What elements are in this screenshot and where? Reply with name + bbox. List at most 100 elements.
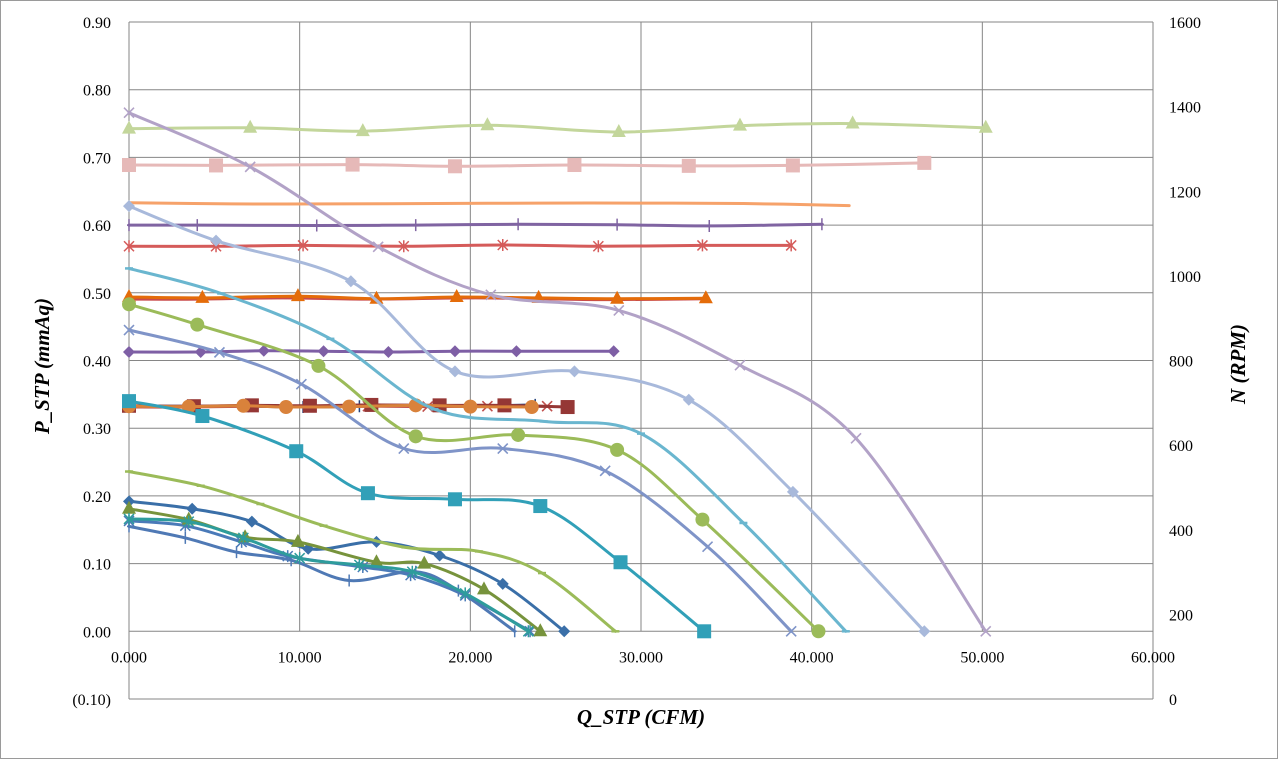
series-p11-point (682, 393, 695, 406)
y2-tick-label: 400 (1169, 523, 1193, 540)
series-p9-point (811, 624, 826, 639)
series-p8-point (599, 465, 611, 477)
series-n7-point (369, 290, 384, 304)
series-p9-point (511, 427, 526, 442)
series-n12-point (845, 115, 860, 129)
series-p12-point (613, 304, 625, 316)
y-tick-label: 0.70 (83, 150, 111, 167)
series-n11-point (785, 158, 800, 173)
series-p8-point (123, 324, 135, 336)
y2-tick-label: 200 (1169, 607, 1193, 624)
series-n5-point (510, 345, 523, 358)
series-p5-point (183, 515, 195, 528)
series-n8-point (696, 239, 708, 252)
series-p8-point (213, 346, 226, 358)
series-n8 (123, 238, 797, 253)
series-p2-point (524, 625, 536, 638)
series-p4-point (533, 623, 548, 637)
series-p8-point (398, 442, 410, 455)
series-p9-point (408, 429, 423, 444)
series-line-n8 (127, 243, 793, 248)
series-n5-point (123, 346, 135, 359)
series-n9-point (516, 218, 521, 231)
series-p3-point (512, 625, 517, 638)
series-p12-point (980, 625, 992, 637)
series-n8-point (297, 239, 309, 252)
series-n11-point (209, 158, 224, 173)
series-n7-point (449, 289, 464, 303)
series-n9-point (314, 219, 319, 232)
series-p7-point (360, 486, 375, 501)
y-tick-label: 0.20 (83, 489, 111, 506)
series-p5-point (459, 587, 471, 600)
y-tick-label: (0.10) (72, 692, 111, 709)
series-p11-point (210, 234, 223, 247)
series-p12-point (372, 241, 384, 253)
series-n12-point (355, 123, 370, 137)
series-p12-point (850, 432, 862, 444)
series-n9-point (127, 219, 131, 232)
series-p5-point (237, 531, 249, 544)
series-n5-point (448, 345, 461, 358)
series-n9 (127, 218, 824, 232)
series-p7-point (613, 555, 628, 570)
y2-tick-label: 1600 (1169, 15, 1201, 32)
series-n4-point (342, 399, 357, 414)
x-tick-label: 40.000 (790, 649, 834, 666)
series-n11-point (567, 158, 582, 173)
series-p1-point (558, 625, 571, 638)
series-p9-point (311, 358, 326, 373)
series-n5 (123, 344, 620, 359)
series-line-n10 (127, 201, 851, 208)
series-line-n9 (127, 222, 824, 228)
y-tick-label: 0.60 (83, 218, 111, 235)
series-n10 (127, 201, 851, 208)
series-n12-point (243, 119, 258, 133)
series-n12 (122, 115, 993, 138)
series-p8-point (785, 625, 797, 637)
series-p3-point (183, 531, 188, 544)
x-tick-label: 10.000 (278, 649, 322, 666)
series-n9-point (615, 218, 620, 231)
series-n11-point (122, 158, 136, 173)
series-p11-point (918, 625, 931, 638)
y2-tick-label: 800 (1169, 354, 1193, 371)
y-tick-label: 0.50 (83, 286, 111, 303)
y-tick-label: 0.90 (83, 15, 111, 32)
x-tick-label: 0.000 (111, 649, 147, 666)
series-p11-point (344, 275, 357, 288)
series-n8-point (785, 239, 797, 252)
series-p3-point (347, 574, 352, 587)
series-p4-point (122, 500, 136, 514)
y2-tick-label: 600 (1169, 438, 1193, 455)
series-p5-point (294, 552, 306, 565)
series-p4-point (417, 555, 432, 569)
series-line-p3 (127, 524, 517, 633)
x-tick-label: 50.000 (960, 649, 1004, 666)
series-p5-point (353, 558, 365, 571)
series-p9-point (190, 317, 205, 332)
y-tick-label: 0.00 (83, 624, 111, 641)
series-n11-point (345, 157, 360, 172)
series-n7-point (610, 290, 625, 304)
series-n12-point (978, 119, 993, 133)
series-n12-point (611, 124, 626, 138)
series-layer (122, 107, 993, 639)
y-tick-label: 0.30 (83, 421, 111, 438)
y-tick-label: 0.10 (83, 557, 111, 574)
series-p8-point (295, 378, 307, 390)
series-p11-point (448, 365, 461, 378)
series-p1-point (433, 549, 446, 562)
series-p11-point (568, 365, 581, 378)
series-p7-point (122, 394, 136, 409)
series-line-p8 (127, 328, 793, 633)
series-n8-point (123, 240, 135, 253)
series-n5-point (317, 345, 330, 358)
series-n11-point (681, 158, 696, 173)
series-n9-point (819, 218, 824, 231)
series-p1-point (186, 502, 199, 515)
series-n11-point (917, 155, 932, 170)
series-n11 (122, 155, 932, 174)
